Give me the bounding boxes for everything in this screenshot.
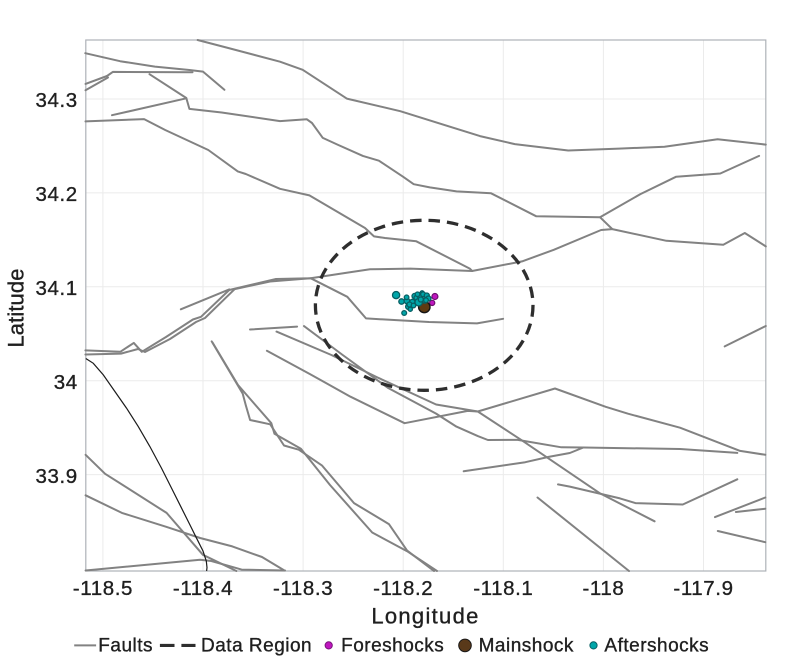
svg-text:-117.9: -117.9	[673, 577, 733, 600]
svg-text:33.9: 33.9	[35, 465, 77, 488]
svg-text:-118.1: -118.1	[473, 577, 533, 600]
svg-text:34.2: 34.2	[35, 183, 77, 206]
svg-text:34.1: 34.1	[35, 277, 77, 300]
svg-text:34: 34	[54, 371, 78, 394]
svg-text:-118.5: -118.5	[73, 577, 133, 600]
svg-text:-118.4: -118.4	[173, 577, 233, 600]
svg-text:Aftershocks: Aftershocks	[604, 636, 709, 657]
svg-text:-118: -118	[582, 577, 624, 600]
svg-text:Foreshocks: Foreshocks	[341, 636, 444, 657]
svg-text:Latitude: Latitude	[3, 268, 28, 347]
svg-text:Faults: Faults	[98, 636, 153, 657]
svg-text:-118.3: -118.3	[273, 577, 333, 600]
svg-text:Longitude: Longitude	[371, 603, 479, 628]
svg-text:-118.2: -118.2	[373, 577, 433, 600]
svg-text:Mainshock: Mainshock	[479, 636, 574, 657]
svg-text:34.3: 34.3	[35, 89, 77, 112]
svg-text:Data Region: Data Region	[201, 636, 312, 657]
